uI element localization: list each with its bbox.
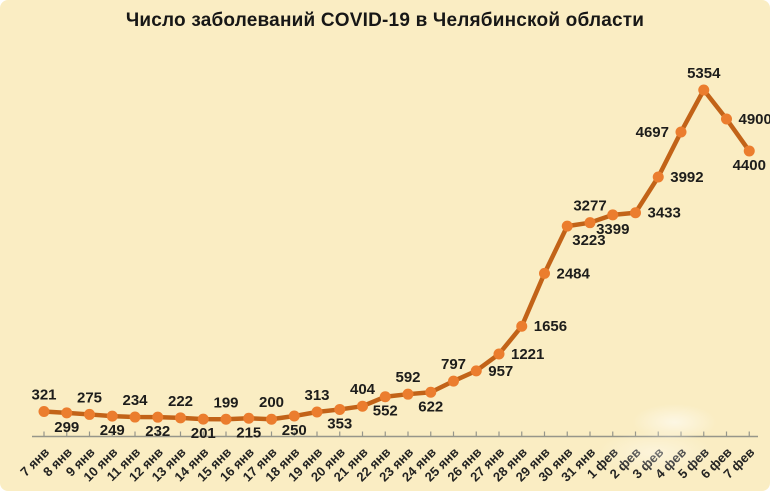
data-point: [357, 400, 368, 412]
data-point-label: 321: [31, 386, 56, 403]
data-point: [675, 126, 687, 138]
data-point-label: 3277: [573, 198, 606, 215]
data-point-label: 313: [304, 387, 329, 404]
data-point-label: 1221: [511, 346, 544, 363]
data-point: [607, 209, 619, 221]
data-point-label: 4697: [636, 124, 669, 141]
data-point: [698, 84, 710, 96]
data-point: [197, 413, 209, 425]
data-point: [630, 207, 641, 219]
data-point-label: 222: [168, 393, 193, 410]
data-point: [220, 413, 232, 425]
data-point-label: 232: [145, 423, 170, 440]
data-point: [288, 410, 300, 422]
data-point-label: 199: [213, 394, 238, 411]
data-point-label: 201: [191, 425, 216, 442]
data-point: [743, 145, 755, 157]
data-point: [561, 220, 573, 232]
data-point: [334, 403, 346, 415]
data-point: [448, 375, 459, 387]
data-point: [175, 412, 186, 424]
data-point: [539, 267, 550, 279]
data-point: [61, 407, 73, 419]
data-point-label: 2484: [557, 265, 591, 282]
data-point: [516, 320, 528, 332]
data-point: [243, 412, 255, 424]
data-point: [493, 348, 505, 360]
data-point-label: 404: [350, 381, 376, 398]
data-point-label: 234: [122, 392, 148, 409]
data-point-label: 3223: [572, 232, 605, 249]
data-point: [470, 365, 482, 377]
data-point-label: 5354: [687, 65, 721, 82]
data-point-label: 299: [54, 419, 79, 436]
data-point-label: 797: [441, 356, 466, 373]
data-point-label: 353: [327, 415, 352, 432]
data-point-label: 275: [77, 389, 102, 406]
data-point: [425, 386, 437, 398]
data-point-label: 250: [282, 422, 307, 439]
data-point: [152, 411, 164, 423]
data-point: [311, 406, 323, 418]
data-point: [584, 217, 596, 229]
data-point-label: 1656: [534, 318, 567, 335]
data-point-label: 3399: [596, 221, 629, 238]
data-point: [266, 413, 277, 425]
data-point: [38, 405, 50, 417]
data-point: [402, 388, 414, 400]
data-point-label: 4400: [733, 157, 766, 174]
data-point-label: 552: [373, 403, 398, 420]
data-point-label: 3433: [648, 205, 681, 222]
data-point-label: 215: [236, 424, 261, 441]
data-point: [129, 411, 141, 423]
data-point-label: 200: [259, 394, 284, 411]
data-point-label: 249: [100, 422, 125, 439]
data-point: [379, 391, 391, 403]
data-point: [652, 171, 664, 183]
data-point: [106, 410, 118, 422]
data-point-label: 592: [395, 369, 420, 386]
chart-title: Число заболеваний COVID-19 в Челябинской…: [125, 10, 645, 31]
data-point-label: 957: [488, 363, 513, 380]
data-point-label: 3992: [670, 169, 703, 186]
data-point: [84, 408, 95, 420]
data-point-label: 622: [418, 398, 443, 415]
data-point-label: 4900: [739, 111, 770, 128]
data-point: [721, 113, 732, 125]
